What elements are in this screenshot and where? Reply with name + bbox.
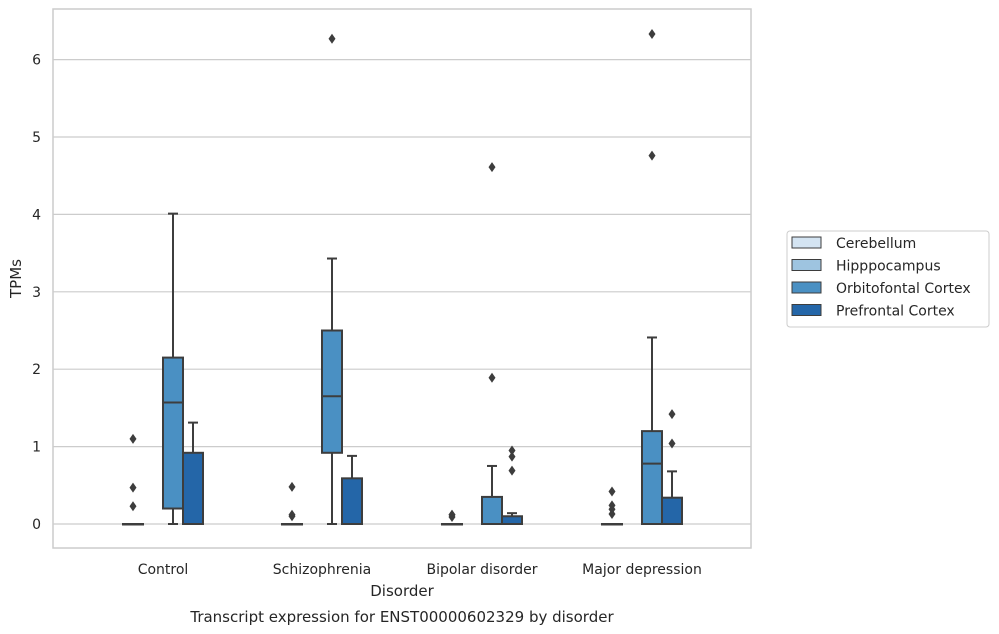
legend-swatch	[791, 259, 822, 271]
box-iqr	[481, 495, 503, 526]
box-0-0	[122, 433, 144, 526]
box-0-3	[601, 486, 623, 526]
y-tick-label: 3	[32, 285, 41, 301]
outlier-point	[608, 486, 616, 497]
outlier-point	[129, 433, 137, 444]
chart-caption: Transcript expression for ENST0000060232…	[189, 608, 614, 626]
box-2-1	[321, 33, 343, 525]
box-iqr	[182, 451, 204, 525]
outlier-point	[508, 445, 516, 456]
y-tick-labels: 0 1 2 3 4 5 6	[32, 53, 41, 533]
box-iqr	[162, 356, 184, 510]
box-3-3	[661, 409, 683, 525]
boxes	[122, 29, 683, 526]
box-3-1	[341, 454, 363, 526]
legend-item: Hipppocampus	[791, 259, 941, 275]
y-tick-label: 6	[32, 53, 41, 69]
x-tick-labels: Control Schizophrenia Bipolar disorder Majo…	[138, 562, 702, 578]
y-tick-label: 0	[32, 517, 41, 533]
outlier-point	[288, 509, 296, 520]
legend-frame	[786, 230, 990, 328]
outlier-point	[488, 372, 496, 383]
y-axis-label: TPMs	[7, 259, 25, 299]
plot-frame	[52, 8, 752, 549]
box-iqr	[501, 515, 523, 526]
y-tick-label: 4	[32, 207, 41, 223]
outlier-point	[508, 451, 516, 462]
y-tick-label: 2	[32, 362, 41, 378]
y-tick-label: 1	[32, 440, 41, 456]
legend: Cerebellum Hipppocampus Orbitofontal Corte…	[786, 230, 990, 328]
legend-item: Cerebellum	[791, 236, 916, 252]
outlier-point	[608, 500, 616, 511]
outlier-point	[129, 482, 137, 493]
legend-swatch	[791, 236, 822, 249]
box-iqr	[321, 329, 343, 454]
outlier-point	[508, 465, 516, 476]
box-2-2	[481, 162, 503, 526]
box-iqr	[341, 477, 363, 526]
outlier-point	[668, 438, 676, 449]
x-axis-label: Disorder	[370, 582, 434, 600]
outlier-point	[288, 481, 296, 492]
legend-swatch	[791, 304, 822, 316]
outlier-point	[129, 501, 137, 512]
box-3-2	[501, 445, 523, 526]
y-tick-label: 5	[32, 130, 41, 146]
box-3-0	[182, 421, 204, 525]
x-tick-label: Major depression	[582, 562, 702, 578]
legend-label: Prefrontal Cortex	[836, 304, 955, 320]
box-2-0	[162, 212, 184, 525]
legend-label: Hipppocampus	[836, 259, 941, 275]
outlier-point	[448, 509, 456, 520]
outlier-point	[648, 29, 656, 40]
legend-swatch	[791, 281, 822, 294]
x-tick-label: Control	[138, 562, 189, 578]
outlier-point	[648, 150, 656, 161]
legend-item: Prefrontal Cortex	[791, 304, 955, 320]
outlier-point	[328, 33, 336, 44]
legend-item: Orbitofontal Cortex	[791, 281, 971, 297]
x-tick-label: Bipolar disorder	[426, 562, 537, 578]
legend-label: Cerebellum	[836, 236, 916, 252]
box-iqr	[661, 496, 683, 525]
box-iqr	[641, 430, 663, 525]
outlier-point	[488, 162, 496, 173]
box-0-2	[441, 509, 463, 526]
box-0-1	[281, 481, 303, 526]
outlier-point	[668, 409, 676, 420]
x-tick-label: Schizophrenia	[273, 562, 371, 578]
box-2-3	[641, 29, 663, 525]
legend-label: Orbitofontal Cortex	[836, 281, 971, 297]
